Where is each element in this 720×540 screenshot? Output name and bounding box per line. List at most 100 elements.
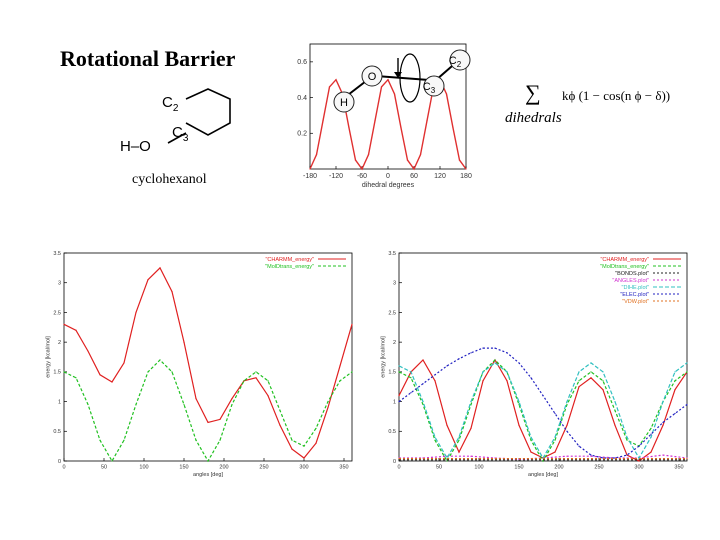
data-point xyxy=(380,86,383,88)
data-point xyxy=(542,460,544,462)
data-point xyxy=(99,439,101,441)
data-point xyxy=(393,93,396,95)
data-point xyxy=(494,362,496,364)
x-tick-label: 120 xyxy=(434,173,446,180)
data-point xyxy=(339,380,341,382)
data-point xyxy=(686,403,688,406)
data-point xyxy=(530,439,532,441)
legend-label: "ELEC.plot" xyxy=(620,292,649,298)
data-point xyxy=(267,380,269,382)
data-point xyxy=(686,362,688,364)
data-point xyxy=(590,371,592,373)
data-point xyxy=(590,454,592,456)
data-point xyxy=(626,439,628,441)
data-point xyxy=(662,454,664,456)
data-point xyxy=(171,371,173,373)
atom-c2: C2 xyxy=(162,94,179,114)
data-point xyxy=(602,380,604,382)
rotation-arrow-head xyxy=(394,72,402,78)
data-point xyxy=(398,371,400,373)
data-point xyxy=(506,371,508,373)
data-point xyxy=(452,127,454,129)
data-point xyxy=(361,168,363,170)
data-point xyxy=(398,395,400,397)
y-tick-label: 0.6 xyxy=(297,59,307,66)
y-tick-label: 0.2 xyxy=(297,131,307,138)
bond-o-c3 xyxy=(375,75,430,81)
data-point xyxy=(602,389,604,391)
x-tick-label: 300 xyxy=(634,465,643,471)
atom-c3-circle xyxy=(423,75,445,97)
data-point xyxy=(590,362,592,364)
series-line-0 xyxy=(63,266,353,459)
data-point xyxy=(554,439,556,441)
data-point xyxy=(348,127,350,129)
data-point xyxy=(578,380,580,382)
data-point xyxy=(291,448,293,450)
data-point xyxy=(542,395,544,397)
data-point xyxy=(662,424,664,426)
data-point xyxy=(63,371,65,373)
atom-h-circle xyxy=(333,91,355,113)
data-point xyxy=(147,371,149,373)
series-line-5 xyxy=(398,347,688,459)
x-tick-label: 180 xyxy=(460,173,472,180)
data-point xyxy=(291,439,293,441)
data-point xyxy=(458,358,460,360)
data-point xyxy=(147,279,149,281)
data-point xyxy=(470,403,472,406)
y-axis-label: energy [kcal/mol] xyxy=(46,336,52,378)
legend-label: "DIHE.plot" xyxy=(622,285,649,291)
data-point xyxy=(686,459,688,461)
data-point xyxy=(135,403,137,406)
y-tick-label: 0.4 xyxy=(297,95,307,102)
x-tick-label: 60 xyxy=(410,173,418,180)
legend-label: "MolDtrans_energy" xyxy=(265,264,314,270)
x-tick-label: -60 xyxy=(357,173,367,180)
data-point xyxy=(554,451,556,453)
data-point xyxy=(470,455,472,457)
data-point xyxy=(530,377,532,379)
data-point xyxy=(578,445,580,447)
slide-title: Rotational Barrier xyxy=(60,46,236,71)
energy-chart-left: 0 50 100 150 200 250 300 350 0 0.5 1 1.5 2 2.5 3 3.5 ang… xyxy=(46,251,353,478)
data-point xyxy=(518,424,520,426)
data-point xyxy=(255,371,257,373)
data-point xyxy=(410,392,412,394)
series-line-1 xyxy=(398,359,688,463)
data-point xyxy=(482,371,484,373)
data-point xyxy=(650,433,652,435)
x-tick-label: 50 xyxy=(436,465,442,471)
data-point xyxy=(662,421,664,423)
x-tick-label: 350 xyxy=(339,465,348,471)
data-point xyxy=(410,371,412,373)
data-point xyxy=(422,383,424,385)
data-point xyxy=(566,403,568,406)
data-point xyxy=(602,371,604,373)
data-point xyxy=(554,412,556,415)
x-axis-label: angles [deg] xyxy=(193,472,223,478)
data-point xyxy=(123,439,125,441)
data-point xyxy=(400,127,402,129)
y-tick-label: 0 xyxy=(58,459,61,465)
data-point xyxy=(315,154,318,156)
data-point xyxy=(398,365,400,367)
inset-molecule-overlay: H O C3 C2 xyxy=(333,49,471,113)
y-tick-label: 2 xyxy=(393,340,396,346)
data-point xyxy=(267,395,269,397)
atom-c3: C3 xyxy=(172,124,189,144)
data-point xyxy=(63,323,65,325)
molecule-caption: cyclohexanol xyxy=(132,172,207,187)
data-point xyxy=(219,439,221,441)
data-point xyxy=(279,424,281,426)
data-point xyxy=(650,451,652,453)
legend-label: "BONDS.plot" xyxy=(615,271,649,277)
data-point xyxy=(422,400,424,403)
series-line-0 xyxy=(398,358,688,462)
x-tick-label: 0 xyxy=(386,173,390,180)
x-tick-label: 100 xyxy=(474,465,483,471)
x-tick-label: 200 xyxy=(554,465,563,471)
series-line-0 xyxy=(309,78,467,171)
data-point xyxy=(135,311,137,314)
series-line-1 xyxy=(63,359,353,463)
